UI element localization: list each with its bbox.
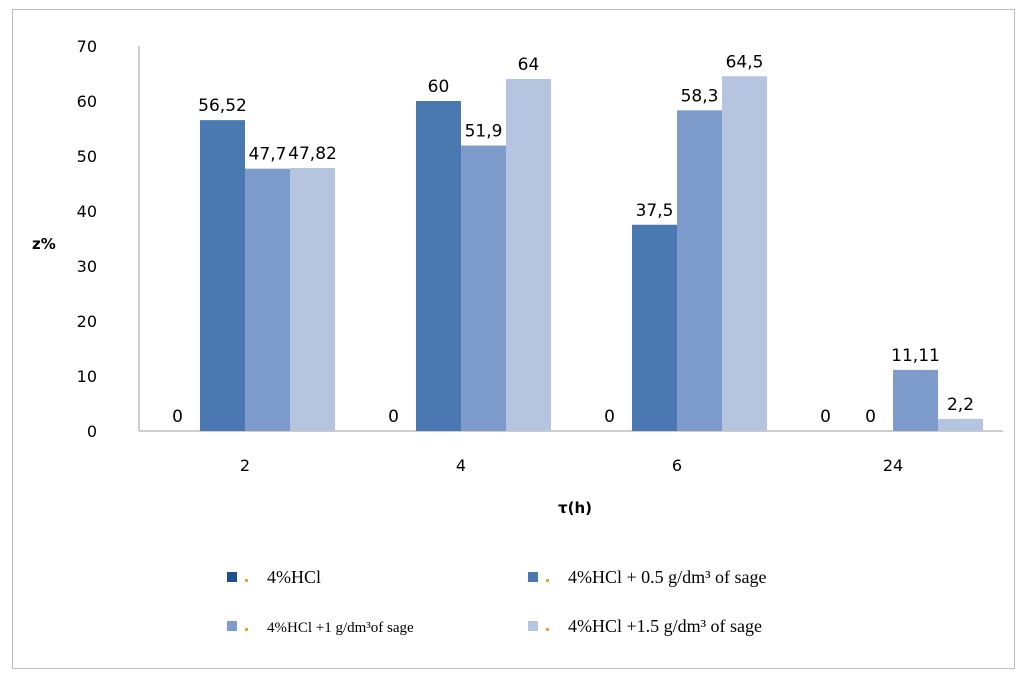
bar-2-series-4 (290, 167, 335, 432)
y-tick-label-30: 30 (77, 257, 97, 276)
data-label-24-series-4: 2,2 (947, 395, 974, 415)
bars (200, 76, 983, 432)
bar-2-series-2 (200, 120, 245, 431)
bar-24-series-4 (938, 418, 983, 431)
data-label-4-series-3: 51,9 (465, 122, 503, 142)
y-tick-label-70: 70 (77, 37, 97, 56)
bar-6-series-2 (632, 224, 677, 431)
data-label-4-series-1: 0 (388, 407, 399, 427)
legend-marker-4 (546, 628, 549, 631)
legend-swatch-3 (227, 621, 237, 631)
data-label-4-series-2: 60 (428, 77, 450, 97)
x-tick-label-2: 2 (240, 456, 250, 475)
data-label-2-series-1: 0 (172, 407, 183, 427)
data-label-6-series-3: 58,3 (681, 86, 719, 106)
y-tick-label-20: 20 (77, 312, 97, 331)
bar-6-series-3 (677, 110, 722, 431)
y-tick-label-60: 60 (77, 92, 97, 111)
y-tick-label-50: 50 (77, 147, 97, 166)
legend-label-1: 4%HCl (267, 567, 321, 587)
bar-4-series-2 (416, 101, 461, 431)
data-label-4-series-4: 64 (518, 55, 540, 75)
bar-4-series-4 (506, 79, 551, 431)
y-tick-label-40: 40 (77, 202, 97, 221)
y-axis-ticks: 0 10 20 30 40 50 60 70 (77, 37, 97, 441)
data-label-6-series-4: 64,5 (726, 52, 764, 72)
x-tick-label-24: 24 (883, 456, 903, 475)
legend-marker-1 (245, 579, 248, 582)
data-label-2-series-4: 47,82 (288, 144, 337, 164)
legend-swatch-1 (227, 572, 237, 582)
data-label-24-series-1: 0 (820, 407, 831, 427)
legend-label-2: 4%HCl + 0.5 g/dm³ of sage (568, 567, 767, 587)
x-tick-label-4: 4 (456, 456, 466, 475)
legend-label-4: 4%HCl +1.5 g/dm³ of sage (568, 616, 762, 636)
data-label-2-series-2: 56,52 (198, 96, 247, 116)
data-label-2-series-3: 47,7 (249, 145, 287, 165)
data-label-6-series-1: 0 (604, 407, 615, 427)
data-labels: 0 56,52 47,7 47,82 0 60 51,9 64 0 37,5 58,3 64,5 0 0 1… (172, 52, 974, 427)
y-tick-label-10: 10 (77, 367, 97, 386)
legend-label-3: 4%HCl +1 g/dm³of sage (267, 620, 414, 636)
y-axis-title: z% (32, 235, 56, 253)
data-label-6-series-2: 37,5 (636, 201, 674, 221)
data-label-24-series-2: 0 (865, 407, 876, 427)
legend-marker-3 (245, 628, 248, 631)
x-axis-ticks: 2 4 6 24 (240, 456, 903, 475)
bar-4-series-3 (461, 145, 506, 432)
x-tick-label-6: 6 (672, 456, 682, 475)
bar-6-series-4 (722, 76, 767, 431)
legend: 4%HCl 4%HCl + 0.5 g/dm³ of sage 4%HCl +1 g… (227, 567, 767, 636)
x-axis-title: τ(h) (558, 499, 592, 517)
y-tick-label-0: 0 (87, 422, 97, 441)
legend-marker-2 (546, 579, 549, 582)
bar-2-series-3 (245, 168, 290, 431)
data-label-24-series-3: 11,11 (891, 346, 940, 366)
bar-24-series-3 (893, 369, 938, 431)
legend-swatch-4 (528, 621, 538, 631)
legend-swatch-2 (528, 572, 538, 582)
chart-frame: 0 10 20 30 40 50 60 70 0 56,52 47,7 47,82 0 60 51,9 64… (12, 9, 1015, 669)
